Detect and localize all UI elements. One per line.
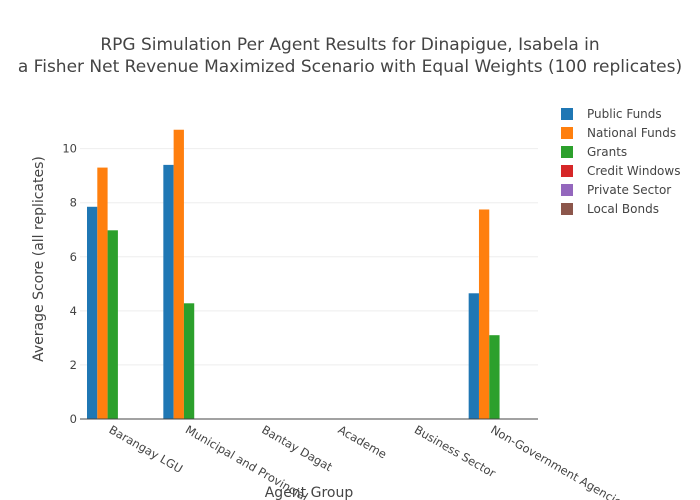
legend-label: Local Bonds xyxy=(587,202,659,216)
y-tick-labels: 0 2 4 6 8 10 xyxy=(62,142,77,426)
legend-swatch xyxy=(561,203,573,215)
y-axis-title: Average Score (all replicates) xyxy=(31,156,47,362)
legend-swatch xyxy=(561,108,573,120)
legend-label: Grants xyxy=(587,145,627,159)
bar-grants-0 xyxy=(107,230,118,419)
bar-grants-1 xyxy=(183,303,195,419)
legend-label: Private Sector xyxy=(587,183,671,197)
bar-national-funds-5 xyxy=(478,209,490,419)
y-tick-label: 10 xyxy=(62,142,77,156)
legend-swatch xyxy=(561,127,573,139)
y-tick-label: 0 xyxy=(70,412,77,426)
bar-public-funds-5 xyxy=(468,293,479,419)
legend-label: Public Funds xyxy=(587,107,662,121)
x-axis-title: Agent Group xyxy=(265,485,354,500)
x-tick-label: Academe xyxy=(336,422,389,461)
legend-swatch xyxy=(561,165,573,177)
legend-swatch xyxy=(561,146,573,158)
bars xyxy=(87,129,500,419)
y-tick-label: 2 xyxy=(70,358,77,372)
x-tick-label: Non-Government Agencies xyxy=(488,422,629,500)
chart-title-line-1: RPG Simulation Per Agent Results for Din… xyxy=(100,35,599,55)
y-gridlines xyxy=(80,148,538,366)
x-tick-label: Business Sector xyxy=(412,422,498,480)
x-tick-label: Barangay LGU xyxy=(107,422,185,475)
legend-label: Credit Windows xyxy=(587,164,680,178)
legend-label: National Funds xyxy=(587,126,676,140)
y-tick-label: 4 xyxy=(70,304,77,318)
bar-public-funds-1 xyxy=(163,164,174,419)
bar-national-funds-1 xyxy=(173,129,184,419)
x-tick-label: Bantay Dagat xyxy=(259,422,335,474)
legend: Public Funds National Funds Grants Credit W… xyxy=(561,107,680,216)
legend-swatch xyxy=(561,184,573,196)
y-tick-label: 8 xyxy=(70,196,77,210)
y-tick-label: 6 xyxy=(70,250,77,264)
chart-title-line-2: a Fisher Net Revenue Maximized Scenario … xyxy=(18,57,682,77)
bar-national-funds-0 xyxy=(97,167,108,419)
bar-grants-5 xyxy=(489,335,500,419)
bar-public-funds-0 xyxy=(87,206,98,419)
